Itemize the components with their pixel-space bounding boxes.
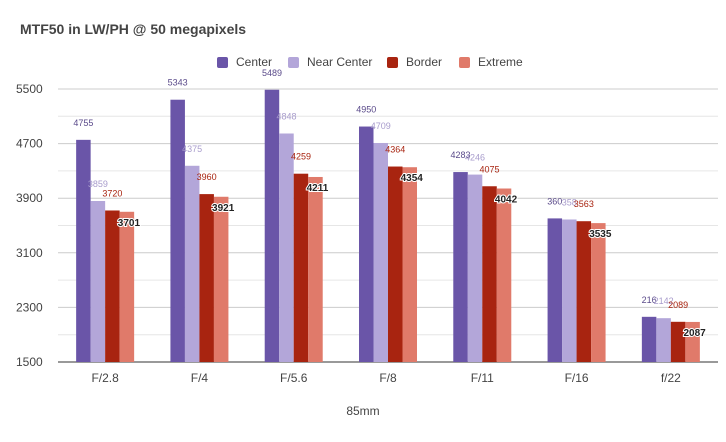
bar-extreme bbox=[402, 167, 417, 362]
legend-label-center: Center bbox=[236, 55, 273, 69]
data-label: 4283 bbox=[451, 150, 471, 160]
data-label: 4042 bbox=[495, 195, 518, 206]
data-label: 358 bbox=[562, 197, 577, 207]
data-label: 4246 bbox=[465, 153, 485, 163]
data-label: 4075 bbox=[480, 164, 500, 174]
bar-border bbox=[293, 173, 309, 362]
legend-swatch-extreme bbox=[459, 56, 470, 68]
y-tick-label: 2300 bbox=[16, 300, 43, 314]
bar-near-center bbox=[656, 318, 671, 362]
bar-near-center bbox=[184, 165, 200, 362]
y-tick-label: 5500 bbox=[16, 82, 43, 96]
data-label: 360 bbox=[547, 196, 562, 206]
data-label: 5489 bbox=[262, 68, 282, 78]
data-label: 3720 bbox=[102, 188, 122, 198]
data-label: 3563 bbox=[574, 199, 594, 209]
legend-label-border: Border bbox=[406, 55, 443, 69]
bar-center bbox=[264, 89, 280, 363]
legend-item-center[interactable]: Center bbox=[217, 53, 272, 71]
data-label: 4950 bbox=[356, 105, 376, 115]
y-tick-label: 4700 bbox=[16, 137, 43, 151]
x-tick-label: F/8 bbox=[379, 371, 397, 385]
data-label: 4375 bbox=[182, 144, 202, 154]
data-label: 2142 bbox=[654, 296, 674, 306]
bar-near-center bbox=[90, 200, 106, 362]
y-tick-label: 3100 bbox=[16, 246, 43, 260]
legend-item-near-center[interactable]: Near Center bbox=[288, 53, 372, 71]
legend-label-extreme: Extreme bbox=[478, 55, 523, 69]
data-label: 4259 bbox=[291, 152, 311, 162]
y-tick-label: 3900 bbox=[16, 191, 43, 205]
bar-extreme bbox=[591, 223, 606, 362]
data-label: 4211 bbox=[307, 183, 329, 194]
bar-center bbox=[170, 99, 185, 363]
bar-border bbox=[670, 321, 686, 362]
data-label: 2087 bbox=[683, 328, 706, 339]
data-label: 216 bbox=[642, 295, 657, 305]
data-label: 3701 bbox=[118, 218, 141, 229]
data-label: 4755 bbox=[73, 118, 93, 128]
bar-extreme bbox=[496, 188, 512, 362]
bar-center bbox=[641, 316, 657, 362]
bar-center bbox=[453, 172, 468, 362]
x-tick-label: F/5.6 bbox=[280, 371, 308, 385]
chart-title: MTF50 in LW/PH @ 50 megapixels bbox=[20, 21, 247, 37]
data-label: 4848 bbox=[276, 111, 296, 121]
legend-label-near-center: Near Center bbox=[307, 55, 373, 69]
bar-extreme bbox=[213, 196, 229, 362]
data-label: 3921 bbox=[212, 203, 235, 214]
bar-center bbox=[76, 139, 91, 362]
legend-swatch-near-center bbox=[288, 56, 299, 68]
bar-near-center bbox=[467, 174, 483, 362]
data-label: 4354 bbox=[401, 173, 424, 184]
data-label: 4709 bbox=[371, 121, 391, 131]
data-label: 5343 bbox=[168, 78, 188, 88]
legend-swatch-center bbox=[217, 56, 228, 68]
x-tick-label: F/4 bbox=[191, 371, 209, 385]
data-label: 4364 bbox=[385, 145, 405, 155]
bar-near-center bbox=[562, 219, 577, 362]
x-tick-label: F/16 bbox=[565, 371, 589, 385]
bar-center bbox=[359, 126, 374, 362]
x-tick-label: f/22 bbox=[661, 371, 681, 385]
bar-border bbox=[388, 166, 403, 362]
data-label: 3535 bbox=[589, 229, 612, 240]
bar-extreme bbox=[119, 211, 135, 362]
bar-border bbox=[482, 186, 497, 362]
bar-border bbox=[199, 194, 214, 362]
legend-item-border[interactable]: Border bbox=[387, 53, 442, 71]
bar-extreme bbox=[308, 176, 323, 362]
bar-center bbox=[547, 218, 563, 362]
legend: Center Near Center Border Extreme bbox=[0, 53, 726, 71]
bar-extreme bbox=[685, 321, 700, 362]
data-label: 3859 bbox=[88, 179, 108, 189]
y-tick-label: 1500 bbox=[16, 355, 43, 369]
bar-border bbox=[105, 210, 120, 362]
bar-near-center bbox=[373, 142, 388, 362]
x-axis-title: 85mm bbox=[346, 404, 380, 418]
x-tick-label: F/2.8 bbox=[91, 371, 119, 385]
x-tick-label: F/11 bbox=[471, 371, 494, 385]
data-label: 2089 bbox=[668, 300, 688, 310]
legend-item-extreme[interactable]: Extreme bbox=[459, 53, 523, 71]
data-label: 3960 bbox=[197, 172, 217, 182]
legend-swatch-border bbox=[387, 56, 398, 68]
bar-border bbox=[576, 221, 592, 362]
bar-near-center bbox=[279, 133, 294, 362]
